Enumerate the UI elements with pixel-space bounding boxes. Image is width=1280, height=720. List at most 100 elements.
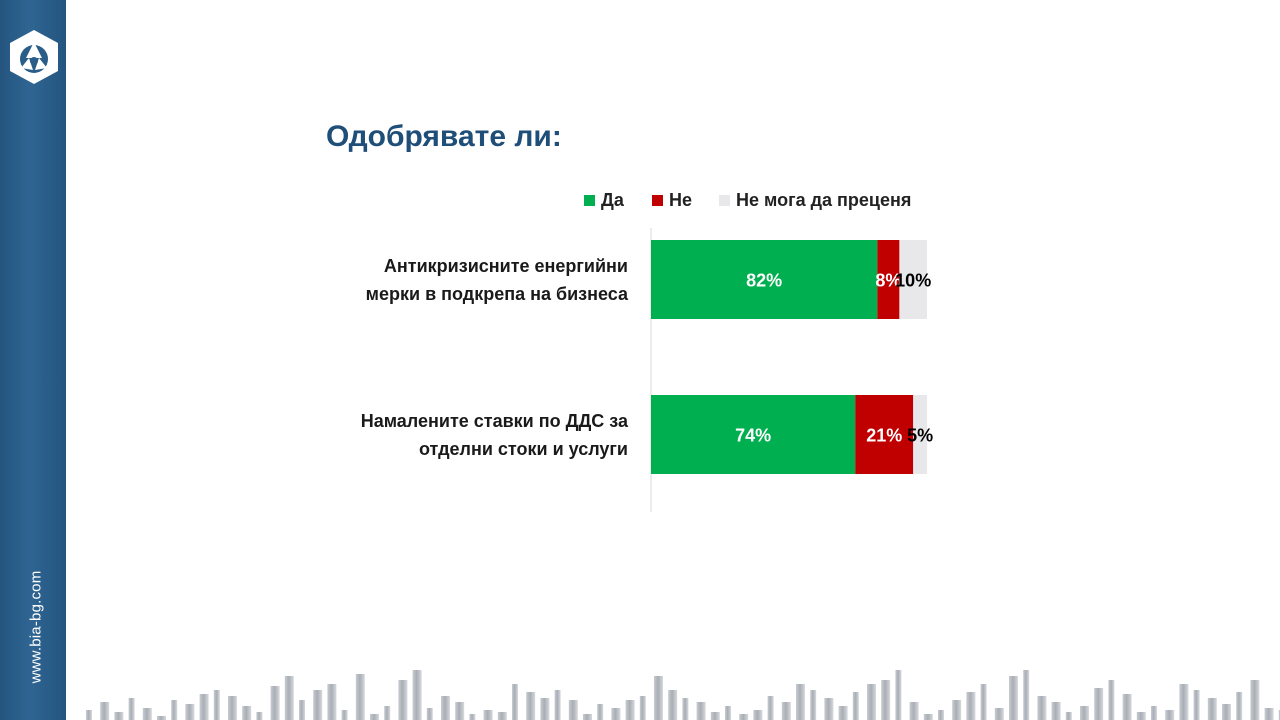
decorative-bar bbox=[952, 700, 962, 720]
decorative-bar bbox=[1264, 708, 1274, 720]
decorative-bar bbox=[1207, 698, 1217, 720]
decorative-bar bbox=[881, 680, 891, 720]
decorative-bar bbox=[540, 698, 550, 720]
decorative-bar bbox=[1136, 712, 1146, 720]
decorative-bar-pattern bbox=[86, 670, 1280, 720]
decorative-bar bbox=[213, 690, 220, 720]
data-label-1-1: 82% bbox=[746, 271, 782, 291]
decorative-bar bbox=[526, 692, 536, 720]
decorative-bar bbox=[824, 698, 834, 720]
decorative-bar bbox=[497, 712, 507, 720]
decorative-bar bbox=[597, 704, 604, 720]
decorative-bar bbox=[398, 680, 408, 720]
decorative-bar bbox=[512, 684, 518, 720]
decorative-bar bbox=[725, 706, 731, 720]
bia-logo-icon bbox=[10, 30, 58, 84]
decorative-bar bbox=[327, 684, 337, 720]
decorative-bar bbox=[625, 700, 635, 720]
decorative-bar bbox=[938, 710, 944, 720]
decorative-bar bbox=[185, 704, 195, 720]
decorative-bar bbox=[554, 690, 561, 720]
decorative-bar bbox=[270, 686, 280, 720]
bar-segment-1-3 bbox=[899, 240, 927, 319]
legend-swatch-ne bbox=[652, 195, 663, 206]
decorative-bar bbox=[867, 684, 876, 720]
decorative-bar bbox=[426, 708, 433, 720]
decorative-bar bbox=[1278, 710, 1280, 720]
category-label-2-line-1: Намалените ставки по ДДС за bbox=[360, 411, 628, 431]
chart-title: Одобрявате ли: bbox=[326, 120, 562, 153]
decorative-bar bbox=[696, 702, 706, 720]
decorative-bar bbox=[1080, 706, 1089, 720]
decorative-bar bbox=[994, 708, 1004, 720]
decorative-bar bbox=[114, 712, 124, 720]
decorative-bar bbox=[242, 706, 252, 720]
decorative-bar bbox=[199, 694, 209, 720]
category-label-2-line-2: отделни стоки и услуги bbox=[418, 439, 628, 459]
legend-label-da: Да bbox=[601, 190, 624, 210]
decorative-bar bbox=[228, 696, 237, 720]
decorative-bar bbox=[100, 702, 110, 720]
decorative-bar bbox=[781, 702, 791, 720]
decorative-bar bbox=[313, 690, 323, 720]
bar-segment-2-3 bbox=[913, 395, 927, 474]
decorative-bar bbox=[1094, 688, 1104, 720]
decorative-bar bbox=[838, 706, 848, 720]
decorative-bar bbox=[852, 692, 859, 720]
decorative-bar bbox=[810, 690, 817, 720]
decorative-bar bbox=[299, 700, 305, 720]
decorative-bar bbox=[980, 684, 987, 720]
decorative-bar bbox=[1236, 692, 1243, 720]
decorative-bar bbox=[355, 674, 365, 720]
category-label-1-line-1: Антикризисните енергийни bbox=[383, 256, 628, 276]
decorative-bar bbox=[895, 670, 902, 720]
decorative-bar bbox=[142, 708, 152, 720]
decorative-bar bbox=[1023, 670, 1030, 720]
decorative-bar bbox=[568, 700, 578, 720]
legend-swatch-ne-moga bbox=[719, 195, 730, 206]
legend-swatch-da bbox=[584, 195, 595, 206]
category-label-1-line-2: мерки в подкрепа на бизнеса bbox=[365, 284, 628, 304]
bar-segment-1-2 bbox=[877, 240, 900, 319]
decorative-bar bbox=[128, 698, 135, 720]
decorative-bar bbox=[455, 702, 465, 720]
decorative-bar bbox=[1250, 680, 1260, 720]
decorative-bar bbox=[654, 676, 663, 720]
decorative-bar bbox=[1222, 704, 1231, 720]
bar-segment-2-2 bbox=[855, 395, 914, 474]
decorative-bar bbox=[1122, 694, 1132, 720]
decorative-bar bbox=[668, 690, 678, 720]
data-label-2-3: 5% bbox=[907, 426, 933, 446]
data-label-1-2: 8% bbox=[875, 271, 901, 291]
chart-bars: 82% 8%10% 74% 21% 5% bbox=[651, 240, 933, 474]
decorative-bar bbox=[796, 684, 805, 720]
decorative-bar bbox=[739, 714, 749, 720]
legend-label-ne: Не bbox=[669, 190, 693, 210]
decorative-bar bbox=[171, 700, 178, 720]
decorative-bar bbox=[1009, 676, 1018, 720]
decorative-bar bbox=[753, 710, 763, 720]
decorative-bar bbox=[1179, 684, 1189, 720]
decorative-bar bbox=[341, 710, 348, 720]
data-label-1-3: 10% bbox=[895, 271, 931, 291]
decorative-bar bbox=[923, 714, 933, 720]
decorative-bar bbox=[1108, 680, 1115, 720]
decorative-bar bbox=[583, 714, 592, 720]
legend-label-ne-moga: Не мога да преценя bbox=[736, 190, 912, 210]
decorative-bar bbox=[1151, 706, 1157, 720]
decorative-bar bbox=[370, 714, 379, 720]
decorative-bar bbox=[441, 696, 450, 720]
decorative-bar bbox=[1065, 712, 1072, 720]
decorative-bar bbox=[157, 716, 166, 720]
decorative-bar bbox=[1193, 690, 1200, 720]
decorative-bar bbox=[256, 712, 263, 720]
decorative-bar bbox=[469, 714, 476, 720]
decorative-bar bbox=[1051, 702, 1061, 720]
decorative-bar bbox=[483, 710, 493, 720]
decorative-bar bbox=[710, 712, 720, 720]
decorative-bar bbox=[639, 696, 646, 720]
decorative-bar bbox=[384, 706, 391, 720]
bar-segment-1-1 bbox=[651, 240, 878, 319]
decorative-bar bbox=[909, 702, 919, 720]
